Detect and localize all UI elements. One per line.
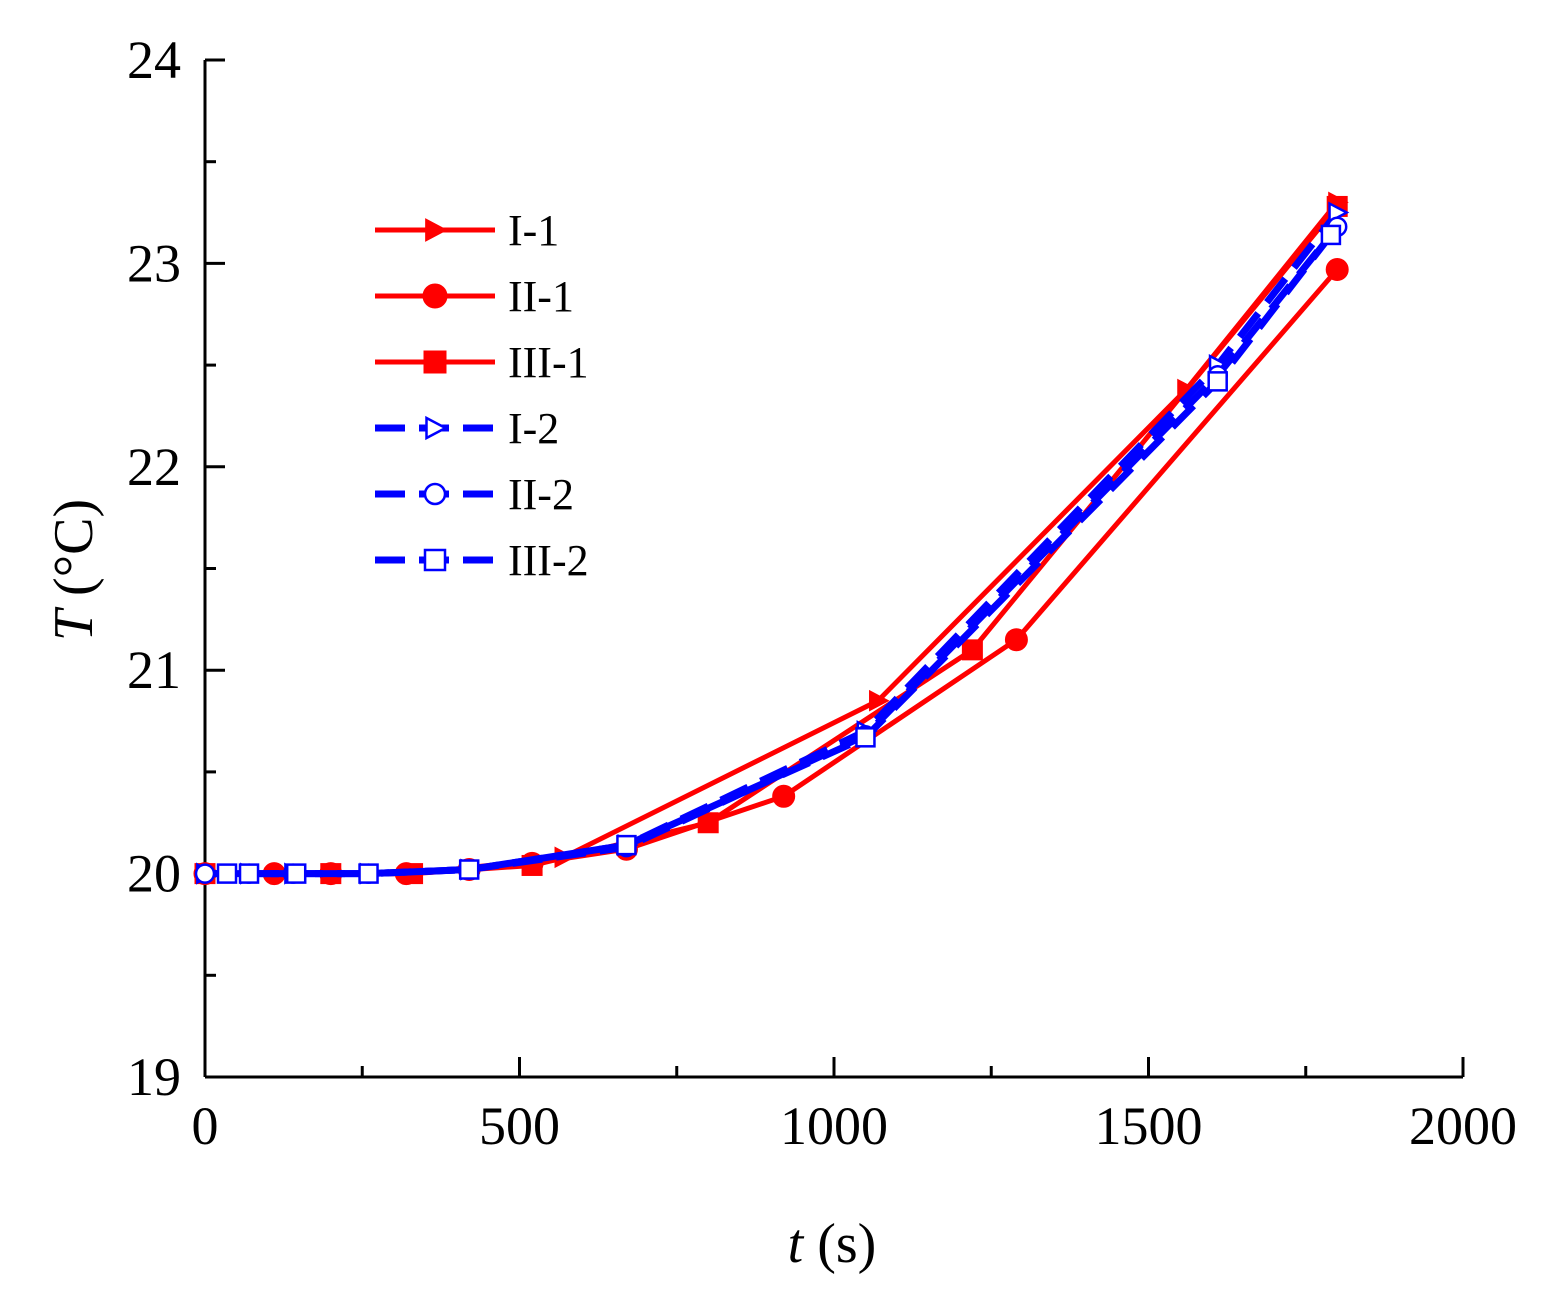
legend-marker-II-2 <box>423 482 447 506</box>
legend-label-I-1: I-1 <box>508 206 559 255</box>
legend-label-II-1: II-1 <box>508 272 574 321</box>
data-point-III-2 <box>458 859 480 880</box>
legend-entry-I-2: I-2 <box>375 404 559 453</box>
data-point-III-2 <box>616 834 637 856</box>
legend-entry-III-2: III-2 <box>375 536 589 585</box>
y-axis-label: T (°C) <box>43 499 105 641</box>
legend-marker-III-1 <box>423 350 447 374</box>
x-tick-label: 1000 <box>780 1096 888 1156</box>
y-tick-label: 21 <box>127 640 181 700</box>
data-point-II-1 <box>772 784 796 808</box>
legend-marker-II-1 <box>422 283 448 309</box>
y-tick-label: 23 <box>127 233 181 293</box>
data-point-III-2 <box>238 863 260 884</box>
data-point-III-2 <box>216 863 238 884</box>
data-point-II-1 <box>1004 628 1028 652</box>
data-point-III-2 <box>358 863 379 884</box>
axes: 0 500 1000 1500 2000 19 20 21 22 23 24 <box>127 30 1517 1156</box>
legend-entry-I-1: I-1 <box>375 206 559 255</box>
x-tick-label: 500 <box>479 1096 560 1156</box>
data-point-I-1 <box>869 689 890 712</box>
y-axis-var: T <box>43 606 105 641</box>
data-point-III-2 <box>285 863 307 884</box>
data-point-II-2 <box>194 863 216 884</box>
y-tick-label: 22 <box>127 437 181 497</box>
y-axis-unit: (°C) <box>43 499 105 610</box>
legend-label-II-2: II-2 <box>508 470 574 519</box>
legend-entry-II-1: II-1 <box>375 272 574 321</box>
x-tick-label: 1500 <box>1095 1096 1203 1156</box>
x-axis-var: t <box>788 1213 805 1275</box>
series-layer <box>193 191 1350 886</box>
legend-label-I-2: I-2 <box>508 404 559 453</box>
legend-marker-I-1 <box>425 218 448 242</box>
data-point-III-2 <box>1320 224 1342 246</box>
y-tick-label: 19 <box>127 1047 181 1107</box>
y-tick-label: 24 <box>127 30 181 90</box>
legend-marker-I-2 <box>425 415 449 441</box>
data-point-III-1 <box>961 639 983 661</box>
series-II-1 <box>193 258 1349 886</box>
series-III-2 <box>216 224 1342 884</box>
x-axis-unit: (s) <box>803 1213 876 1275</box>
series-line-I-2 <box>205 210 1340 878</box>
data-point-III-2 <box>855 727 876 748</box>
legend-label-III-1: III-1 <box>508 338 589 387</box>
x-tick-label: 0 <box>192 1096 219 1156</box>
x-tick-label: 2000 <box>1409 1096 1517 1156</box>
legend-label-III-2: III-2 <box>508 536 589 585</box>
legend-entry-II-2: II-2 <box>375 470 574 519</box>
data-point-III-2 <box>1207 371 1228 392</box>
legend-entry-III-1: III-1 <box>375 338 589 387</box>
series-line-II-2 <box>205 224 1340 878</box>
data-point-II-1 <box>1325 258 1349 282</box>
x-axis-label: t (s) <box>788 1213 877 1275</box>
y-tick-label: 20 <box>127 844 181 904</box>
series-II-2 <box>194 216 1348 884</box>
legend: I-1 II-1 III-1 I-2 II-2 III-2 <box>375 206 589 585</box>
legend-marker-III-2 <box>423 548 447 572</box>
